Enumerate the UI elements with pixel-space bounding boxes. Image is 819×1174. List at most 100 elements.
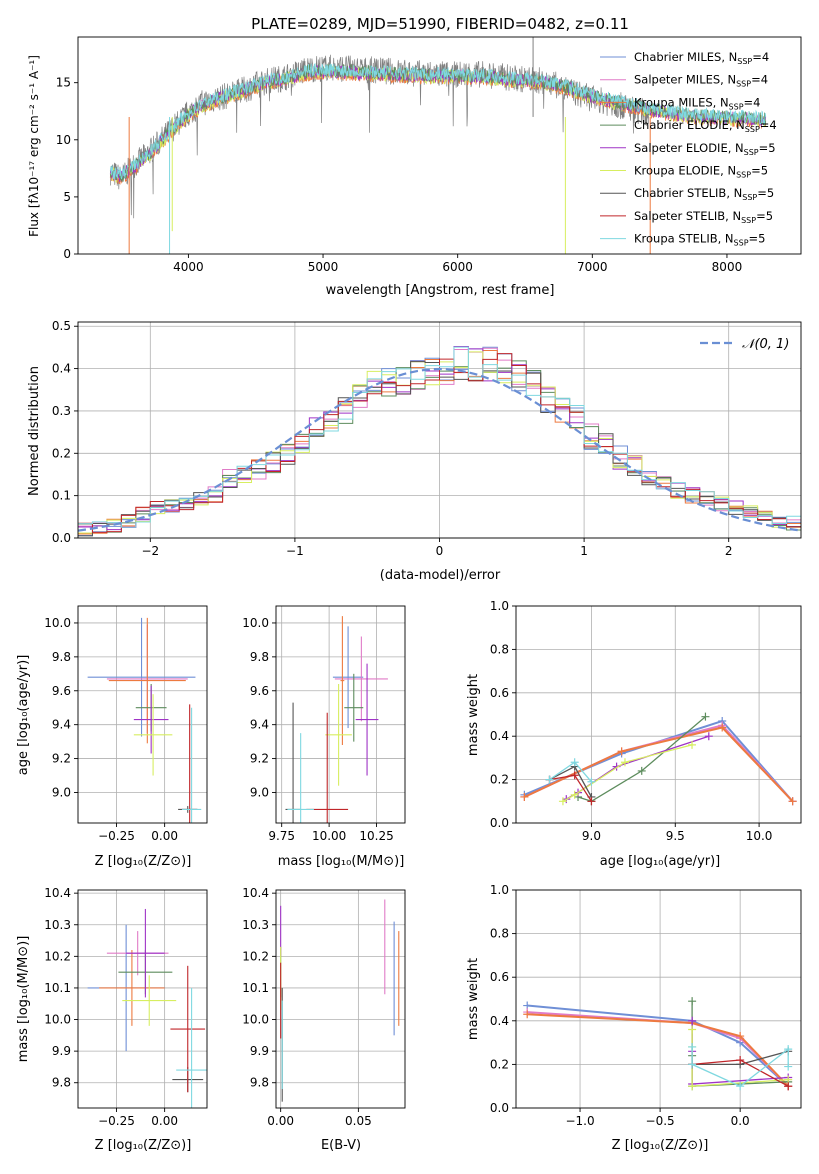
x-tick-label: 9.0 [582,829,601,843]
legend-subscript: SSP [737,57,752,66]
y-tick-label: 10.2 [44,949,71,963]
y-tick-label: 9.6 [250,684,269,698]
gridlines [276,606,405,823]
age-weight-panel: age [log₁₀(age/yr)] mass weight 9.0 9.5 10… [466,599,802,869]
y-tick-label: 10.0 [44,616,71,630]
x-tick-label: 0.05 [345,1114,372,1128]
legend-label: Salpeter ELODIE, NSSP=5 [634,141,776,157]
legend-suffix: =5 [756,209,773,223]
z-mass-ylabel: mass [log₁₀(M/M⊙)] [16,936,31,1063]
y-tick-label: 9.8 [52,1076,71,1090]
weight-series-line [562,744,693,802]
legend-suffix: =5 [749,232,766,246]
x-tick-label: −0.25 [98,829,135,843]
legend-suffix: =4 [752,50,769,64]
gridlines [78,322,801,539]
weight-point-marker [570,758,579,767]
residual-xlabel: (data-model)/error [380,568,501,583]
weight-point-marker [637,766,646,775]
y-tick-label: 10.3 [44,918,71,932]
weight-point-marker [784,1082,793,1091]
y-tick-label: 9.2 [250,752,269,766]
x-tick-label: −1 [286,544,304,558]
y-tick-label: 0.6 [490,970,509,984]
plot-frame [275,605,406,824]
x-tick-label: 0.00 [267,1114,294,1128]
plot-frame [77,36,802,255]
weight-point-marker [784,1045,793,1054]
x-tick-label: −0.5 [646,1114,675,1128]
spectrum-title: PLATE=0289, MJD=51990, FIBERID=0482, z=0… [251,15,629,33]
legend-label: Salpeter MILES, NSSP=4 [634,73,768,89]
y-tick-label: 0.2 [52,446,71,460]
error-bar-point [170,965,206,1093]
legend-subscript: SSP [734,239,749,248]
y-tick-label: 0.1 [52,489,71,503]
error-bar-point [108,617,186,744]
z-age-panel: Z [log₁₀(Z/Z⊙)] age [log₁₀(age/yr)] −0.2… [16,605,208,869]
legend-suffix: =4 [760,118,777,132]
legend-suffix: =4 [744,95,761,109]
legend-subscript: SSP [741,216,756,225]
z-age-xlabel: Z [log₁₀(Z/Z⊙)] [95,854,192,869]
y-tick-label: 9.2 [52,752,71,766]
weight-point-marker [736,1056,745,1065]
legend-suffix: =5 [759,141,776,155]
legend-label: Kroupa ELODIE, NSSP=5 [634,164,768,180]
weight-series-line [523,726,794,802]
y-tick-label: 5 [63,190,71,204]
plot-frame [275,889,406,1109]
weight-point-marker [718,723,727,732]
weight-point-marker [688,740,697,749]
y-tick-label: 9.8 [250,1076,269,1090]
error-bar-point [325,683,352,786]
y-tick-label: 0.8 [490,927,509,941]
y-tick-label: 1.0 [490,599,509,613]
y-tick-label: 9.9 [52,1044,71,1058]
weight-point-marker [736,1082,745,1091]
weight-point-marker [570,771,579,780]
weight-point-marker [587,777,596,786]
x-tick-label: 10.00 [312,829,346,843]
spectrum-ylabel: Flux [fλ10⁻¹⁷ erg cm⁻² s⁻¹ A⁻¹] [27,55,41,237]
weight-point-marker [704,732,713,741]
legend-subscript: SSP [736,171,751,180]
y-tick-label: 0.2 [490,1057,509,1071]
legend-label: Kroupa STELIB, NSSP=5 [634,232,765,248]
spectrum-panel: PLATE=0289, MJD=51990, FIBERID=0482, z=0… [27,15,802,298]
mass-age-xlabel: mass [log₁₀(M/M⊙)] [278,854,405,869]
y-tick-label: 15 [56,76,71,90]
ebv-mass-panel: E(B-V) 0.00 0.05 9.8 9.9 10.0 10.1 10.2 10.3 10.… [242,886,406,1153]
weight-series-line [523,724,794,802]
age-weight-ylabel: mass weight [466,674,481,756]
weight-point-marker [736,1032,745,1041]
error-bar-point [133,694,173,776]
weight-point-marker [788,797,797,806]
error-bars [87,908,207,1108]
y-tick-label: 10.4 [44,886,71,900]
error-bar-point [176,987,207,1108]
weight-series-line [524,719,794,802]
y-tick-label: 0.8 [490,642,509,656]
spectrum-lines [109,37,767,254]
x-tick-label: 4000 [173,260,204,274]
spectrum-xlabel: wavelength [Angstrom, rest frame] [326,283,555,298]
y-tick-label: 0.3 [52,404,71,418]
y-tick-label: 9.8 [52,650,71,664]
age-weight-xlabel: age [log₁₀(age/yr)] [600,854,721,869]
y-tick-label: 0.0 [52,531,71,545]
plot-frame [77,605,208,824]
plot-frame [515,605,802,824]
residual-panel: (data-model)/error Normed distribution −… [27,319,802,583]
observed-spectrum-line [109,54,650,219]
x-tick-label: 6000 [442,260,473,274]
weight-point-marker [620,758,629,767]
weight-point-marker [570,790,579,799]
weight-point-marker [688,1082,697,1091]
legend-subscript: SSP [745,125,760,134]
weight-point-marker [688,1060,697,1069]
z-weight-ylabel: mass weight [466,958,481,1040]
weight-series-line [527,1011,789,1087]
z-age-ylabel: age [log₁₀(age/yr)] [16,655,31,776]
weight-series-line [527,1004,789,1087]
